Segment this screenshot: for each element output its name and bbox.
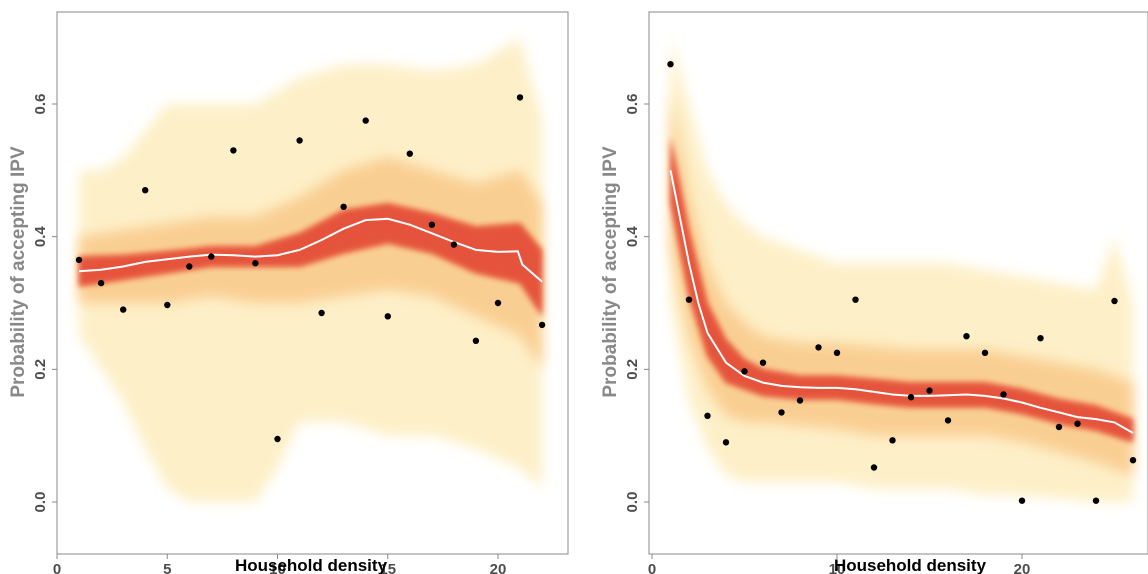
data-point xyxy=(1111,297,1118,305)
data-point xyxy=(704,412,711,419)
data-point xyxy=(296,137,303,144)
x-tick-label: 20 xyxy=(1014,561,1031,574)
x-tick-label: 5 xyxy=(163,561,171,574)
data-point xyxy=(340,203,347,210)
plot-area xyxy=(669,37,1134,502)
y-tick-label: 0.2 xyxy=(32,359,49,380)
y-tick-label: 0.4 xyxy=(32,226,49,248)
y-tick-label: 0.4 xyxy=(624,226,641,248)
data-point xyxy=(870,464,878,471)
data-point xyxy=(722,439,730,446)
data-point xyxy=(428,221,436,228)
y-tick-label: 0.0 xyxy=(624,492,641,513)
data-point xyxy=(75,256,83,264)
y-tick-label: 0.0 xyxy=(32,492,49,513)
data-point xyxy=(362,117,369,124)
median-line xyxy=(78,217,543,283)
median-line xyxy=(669,170,1134,434)
x-axis-title: Household density xyxy=(235,556,388,574)
data-point xyxy=(97,279,105,287)
data-point xyxy=(1000,391,1007,398)
data-point xyxy=(907,394,915,401)
plot-area xyxy=(78,37,543,502)
x-tick-label: 0 xyxy=(53,561,61,574)
data-point xyxy=(833,349,841,356)
data-point xyxy=(852,296,859,303)
data-point xyxy=(142,187,149,194)
right-chart: 0 10 20 0.0 0.2 0.4 0.6 Household density Probab… xyxy=(600,11,1148,574)
x-tick-label: 20 xyxy=(490,561,507,574)
data-point xyxy=(685,296,693,303)
data-point xyxy=(384,313,391,320)
data-point xyxy=(406,150,413,157)
data-point xyxy=(164,301,171,309)
data-point xyxy=(815,344,822,351)
y-tick-label: 0.2 xyxy=(624,359,641,380)
data-point xyxy=(778,409,785,416)
x-tick-label: 10 xyxy=(829,561,846,574)
left-chart-panel: 0 5 10 15 20 0.0 0.2 0.4 0.6 Household density Pro… xyxy=(8,11,569,574)
x-tick-label: 15 xyxy=(379,561,396,574)
data-point xyxy=(318,309,325,317)
data-point xyxy=(1129,457,1137,464)
data-point xyxy=(1037,335,1044,342)
data-point xyxy=(1092,497,1100,504)
data-point xyxy=(1018,497,1026,504)
data-point xyxy=(667,60,674,68)
data-point xyxy=(472,337,480,344)
data-point xyxy=(120,306,127,313)
data-point xyxy=(981,349,989,356)
y-tick-label: 0.6 xyxy=(32,94,49,115)
credible-band-core xyxy=(670,137,1133,443)
data-point xyxy=(796,397,804,404)
data-point xyxy=(252,260,259,267)
data-point xyxy=(186,263,193,270)
data-point xyxy=(516,94,524,101)
y-axis-title: Probability of accepting IPV xyxy=(600,146,621,398)
x-tick-label: 10 xyxy=(269,561,286,574)
right-chart-panel: 0 10 20 0.0 0.2 0.4 0.6 Household density Probab… xyxy=(592,0,1148,574)
data-point xyxy=(741,368,748,375)
data-point xyxy=(230,147,237,154)
data-point xyxy=(208,253,215,260)
data-point xyxy=(889,437,896,444)
data-point xyxy=(274,435,281,443)
left-chart: 0 5 10 15 20 0.0 0.2 0.4 0.6 Household density Pro… xyxy=(8,11,569,574)
data-point xyxy=(1055,423,1063,431)
y-tick-label: 0.6 xyxy=(624,94,641,115)
data-point xyxy=(450,241,458,248)
y-axis-title: Probability of accepting IPV xyxy=(8,146,29,398)
data-point xyxy=(494,299,502,307)
data-point xyxy=(944,417,952,424)
x-axis-title: Household density xyxy=(834,556,987,574)
data-point xyxy=(1074,420,1081,427)
data-point xyxy=(963,333,970,340)
data-point xyxy=(759,359,767,366)
x-tick-label: 0 xyxy=(648,561,656,574)
data-point xyxy=(538,321,546,329)
data-point xyxy=(926,387,933,394)
